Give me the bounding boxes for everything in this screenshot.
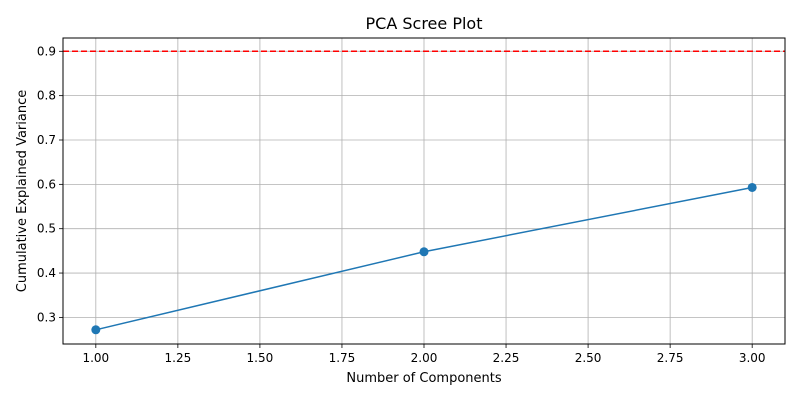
x-tick-label: 3.00 (739, 351, 766, 365)
x-tick-label: 1.00 (82, 351, 109, 365)
y-tick-label: 0.3 (37, 310, 56, 324)
y-tick-label: 0.8 (37, 89, 56, 103)
y-tick-label: 0.6 (37, 177, 56, 191)
x-axis-ticks: 1.00 1.25 1.50 1.75 2.00 2.25 2.50 2.75 3.00 (82, 344, 766, 365)
x-tick-label: 1.75 (329, 351, 356, 365)
chart-title: PCA Scree Plot (366, 14, 483, 33)
data-point (91, 325, 101, 335)
y-tick-label: 0.9 (37, 44, 56, 58)
y-tick-label: 0.5 (37, 222, 56, 236)
grid-lines (63, 38, 785, 344)
data-point (419, 247, 429, 257)
x-axis-title: Number of Components (346, 371, 501, 386)
y-tick-label: 0.7 (37, 133, 56, 147)
y-tick-label: 0.4 (37, 266, 56, 280)
x-tick-label: 1.50 (247, 351, 274, 365)
y-axis-ticks: 0.3 0.4 0.5 0.6 0.7 0.8 0.9 (37, 44, 63, 324)
x-tick-label: 2.00 (411, 351, 438, 365)
y-axis-title: Cumulative Explained Variance (15, 90, 30, 292)
x-tick-label: 2.25 (493, 351, 520, 365)
x-tick-label: 1.25 (165, 351, 192, 365)
x-tick-label: 2.75 (657, 351, 684, 365)
series-layer (91, 182, 757, 335)
data-point (747, 182, 757, 192)
x-tick-label: 2.50 (575, 351, 602, 365)
